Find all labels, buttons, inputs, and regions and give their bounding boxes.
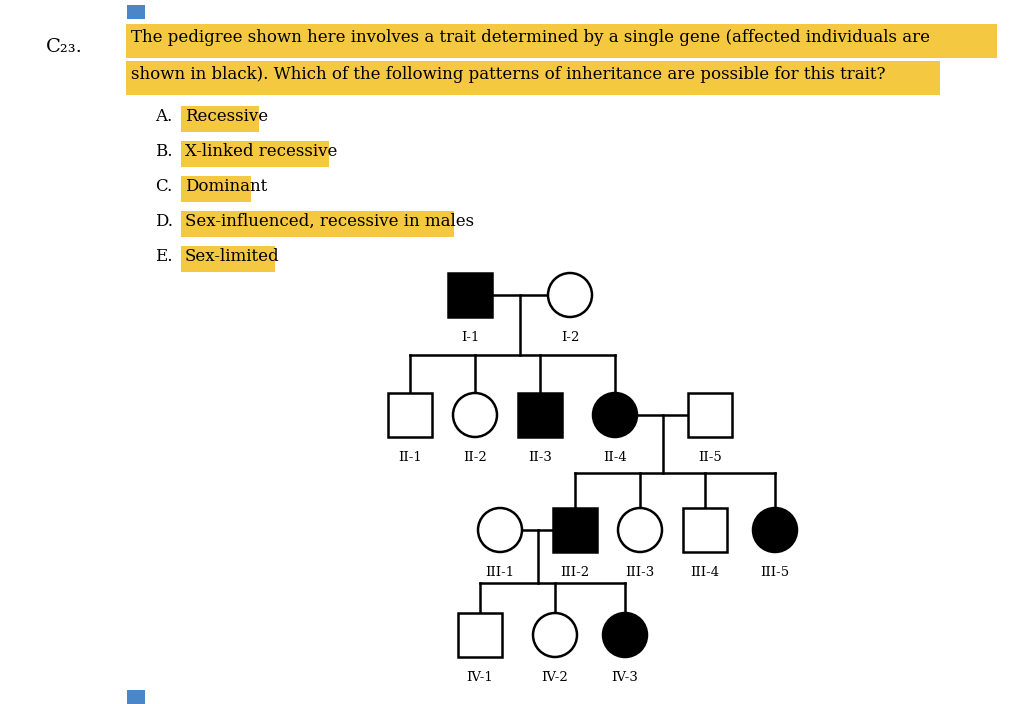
Text: II-2: II-2 bbox=[463, 451, 486, 464]
Ellipse shape bbox=[534, 613, 577, 657]
FancyBboxPatch shape bbox=[181, 106, 259, 132]
Text: III-4: III-4 bbox=[690, 566, 720, 579]
Text: Dominant: Dominant bbox=[185, 178, 267, 195]
Text: IV-3: IV-3 bbox=[611, 671, 638, 684]
Text: II-5: II-5 bbox=[698, 451, 722, 464]
Bar bbox=[518, 393, 562, 437]
FancyBboxPatch shape bbox=[181, 246, 274, 272]
FancyBboxPatch shape bbox=[127, 5, 145, 19]
Text: C₂₃.: C₂₃. bbox=[46, 38, 83, 56]
Bar bbox=[553, 508, 597, 552]
Ellipse shape bbox=[478, 508, 522, 552]
Text: B.: B. bbox=[155, 143, 172, 160]
Bar bbox=[688, 393, 732, 437]
FancyBboxPatch shape bbox=[181, 176, 252, 202]
Text: III-3: III-3 bbox=[626, 566, 654, 579]
FancyBboxPatch shape bbox=[126, 61, 940, 95]
FancyBboxPatch shape bbox=[127, 690, 145, 704]
Text: Sex-limited: Sex-limited bbox=[185, 248, 280, 265]
Bar bbox=[458, 613, 502, 657]
Bar bbox=[683, 508, 727, 552]
Text: III-1: III-1 bbox=[485, 566, 515, 579]
Ellipse shape bbox=[593, 393, 637, 437]
FancyBboxPatch shape bbox=[126, 24, 997, 58]
Text: A.: A. bbox=[155, 108, 172, 125]
Ellipse shape bbox=[753, 508, 797, 552]
Text: III-5: III-5 bbox=[761, 566, 790, 579]
Text: The pedigree shown here involves a trait determined by a single gene (affected i: The pedigree shown here involves a trait… bbox=[131, 29, 930, 46]
Text: I-1: I-1 bbox=[461, 331, 479, 344]
Text: II-1: II-1 bbox=[398, 451, 422, 464]
Text: IV-2: IV-2 bbox=[542, 671, 568, 684]
Text: III-2: III-2 bbox=[560, 566, 590, 579]
Text: II-4: II-4 bbox=[603, 451, 627, 464]
Ellipse shape bbox=[603, 613, 647, 657]
Text: I-2: I-2 bbox=[561, 331, 580, 344]
FancyBboxPatch shape bbox=[181, 141, 330, 167]
Text: E.: E. bbox=[155, 248, 172, 265]
Text: Sex-influenced, recessive in males: Sex-influenced, recessive in males bbox=[185, 213, 474, 230]
Ellipse shape bbox=[453, 393, 497, 437]
Text: Recessive: Recessive bbox=[185, 108, 268, 125]
Ellipse shape bbox=[548, 273, 592, 317]
FancyBboxPatch shape bbox=[181, 211, 455, 237]
Bar bbox=[449, 273, 492, 317]
Bar bbox=[388, 393, 432, 437]
Text: X-linked recessive: X-linked recessive bbox=[185, 143, 337, 160]
Text: C.: C. bbox=[155, 178, 172, 195]
Ellipse shape bbox=[618, 508, 662, 552]
Text: D.: D. bbox=[155, 213, 173, 230]
Text: shown in black). Which of the following patterns of inheritance are possible for: shown in black). Which of the following … bbox=[131, 66, 886, 83]
Text: II-3: II-3 bbox=[528, 451, 552, 464]
Text: IV-1: IV-1 bbox=[467, 671, 494, 684]
